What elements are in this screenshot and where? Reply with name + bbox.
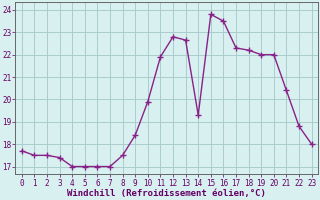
X-axis label: Windchill (Refroidissement éolien,°C): Windchill (Refroidissement éolien,°C) xyxy=(67,189,266,198)
